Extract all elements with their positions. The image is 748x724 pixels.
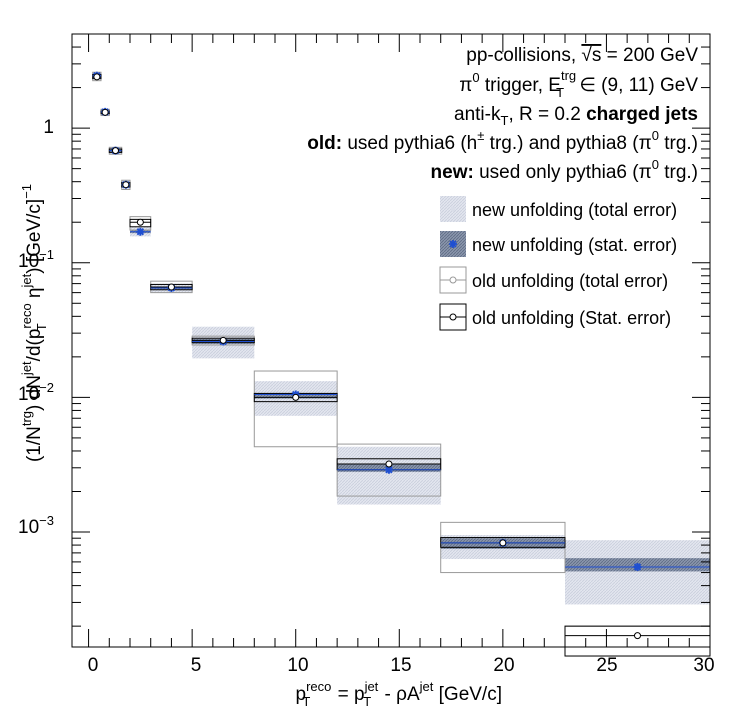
legend-label-old-total: old unfolding (total error) [472,271,668,291]
axis-ticks [72,33,711,647]
legend: new unfolding (total error) new unfoldin… [439,196,677,331]
legend-marker-new-stat [449,240,457,248]
annotation-line-5: new: used only pythia6 (π0 trg.) [431,157,698,183]
x-tick-label: 20 [493,655,514,676]
old-data-point [136,218,144,226]
new-total-error-band [565,540,710,605]
annotation-line-4: old: used pythia6 (h± trg.) and pythia8 … [307,128,698,154]
legend-label-new-stat: new unfolding (stat. error) [472,235,677,255]
x-axis-label: preco T = pjet T - ρAjet [GeV/c] [296,679,503,709]
y-tick-label-1e-3: 10−3 [18,513,54,538]
legend-entry-new-stat: new unfolding (stat. error) [440,231,677,257]
data-layer [92,71,711,657]
x-tick-label: 5 [191,655,202,676]
old-stat-error-box [564,625,711,657]
old-data-point [101,108,109,116]
old-data-point [292,393,300,401]
old-data-point [219,336,227,344]
y-tick-label-1: 1 [43,117,54,138]
old-data-point [93,73,101,81]
x-tick-label: 30 [693,655,714,676]
x-tick-labels: 0 5 10 15 20 25 30 [88,655,715,676]
new-data-point [136,227,145,236]
legend-marker-old-stat [449,313,457,321]
legend-marker-old-total [449,276,457,284]
old-data-point [385,460,393,468]
y-axis-label: (1/Ntrg) dNjet/d(precoT ηjet) [GeV/c]−1 [19,184,49,462]
legend-entry-new-total: new unfolding (total error) [440,196,677,222]
annotation-line-1: pp-collisions, √s = 200 GeV [466,45,698,66]
x-tick-label: 0 [88,655,99,676]
y-tick-label-1e-1: 10−1 [18,247,54,272]
old-total-error-box [253,370,338,448]
legend-marker-new-total [450,206,456,212]
annotation-line-3: anti-kT, R = 0.2 charged jets [454,104,698,128]
new-data-point [633,562,642,571]
old-total-error-box [564,625,711,657]
old-data-point [167,283,175,291]
new-data-point [384,465,393,474]
old-data-point [499,539,507,547]
legend-label-old-stat: old unfolding (Stat. error) [472,308,671,328]
x-tick-label: 10 [287,655,308,676]
new-total-error-band [337,446,441,505]
old-data-point [634,632,641,640]
legend-entry-old-stat: old unfolding (Stat. error) [439,303,671,331]
plot-frame [71,33,711,648]
old-data-point [112,147,119,155]
old-data-point [122,181,130,189]
y-tick-label-1e-2: 10−2 [18,380,54,405]
annotation-line-2: π0 trigger, Etrg T ∈ (9, 11) GeV [459,68,698,100]
legend-label-new-total: new unfolding (total error) [472,200,677,220]
x-tick-label: 15 [390,655,411,676]
x-tick-label: 25 [596,655,617,676]
annotation-block: pp-collisions, √s = 200 GeV π0 trigger, … [307,45,698,183]
legend-entry-old-total: old unfolding (total error) [439,266,668,294]
